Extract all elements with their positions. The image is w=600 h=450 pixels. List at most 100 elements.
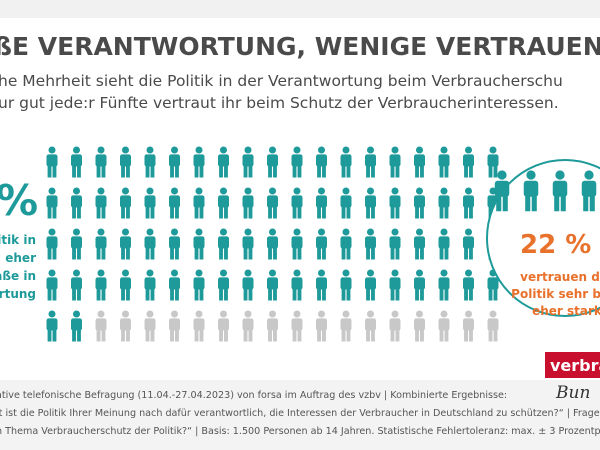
- logo-box: [545, 352, 600, 378]
- person-icon: [120, 269, 131, 301]
- right-value: 22 %: [520, 230, 591, 260]
- person-icon: [71, 310, 82, 342]
- person-icon: [193, 187, 205, 219]
- person-icon: [218, 310, 229, 342]
- person-icon: [414, 187, 425, 219]
- person-icon: [193, 269, 205, 301]
- person-icon: [267, 228, 278, 260]
- person-icon: [389, 228, 401, 260]
- person-icon: [316, 269, 327, 301]
- person-icon: [463, 228, 474, 260]
- person-icon: [523, 170, 539, 212]
- person-icon: [365, 269, 376, 301]
- person-icon: [218, 187, 229, 219]
- person-icon: [218, 269, 229, 301]
- person-icon: [414, 146, 425, 178]
- person-icon: [71, 228, 82, 260]
- person-icon: [46, 146, 58, 178]
- person-icon: [46, 187, 58, 219]
- person-icon: [414, 269, 425, 301]
- person-icon: [120, 228, 131, 260]
- footer-line: n Thema Verbraucherschutz der Politik?“ …: [0, 426, 600, 437]
- person-icon: [169, 269, 180, 301]
- person-icon: [487, 310, 499, 342]
- footer-line: it ist die Politik Ihrer Meinung nach da…: [0, 408, 600, 419]
- person-icon: [316, 228, 327, 260]
- person-icon: [291, 146, 303, 178]
- person-icon: [242, 228, 254, 260]
- person-icon: [389, 269, 401, 301]
- person-icon: [95, 269, 107, 301]
- left-value: %: [0, 176, 38, 225]
- left-label: itik in: [0, 233, 36, 247]
- person-icon: [340, 269, 352, 301]
- person-icon: [120, 187, 131, 219]
- person-icon: [365, 310, 376, 342]
- subtitle: he Mehrheit sieht die Politik in der Ver…: [0, 72, 563, 90]
- person-icon: [463, 146, 474, 178]
- person-icon: [438, 146, 450, 178]
- person-icon: [95, 146, 107, 178]
- person-icon: [552, 170, 568, 212]
- person-icon: [46, 228, 58, 260]
- person-icon: [71, 146, 82, 178]
- circle-pictogram: [494, 170, 597, 212]
- person-icon: [494, 170, 510, 212]
- person-icon: [218, 228, 229, 260]
- highlight-circle: [486, 159, 600, 317]
- person-icon: [95, 310, 107, 342]
- logo-text: verbra: [550, 356, 600, 375]
- person-icon: [389, 187, 401, 219]
- person-icon: [193, 146, 205, 178]
- person-icon: [438, 187, 450, 219]
- person-icon: [438, 269, 450, 301]
- person-icon: [414, 310, 425, 342]
- person-icon: [46, 310, 58, 342]
- person-icon: [463, 269, 474, 301]
- person-icon: [291, 228, 303, 260]
- person-icon: [95, 187, 107, 219]
- subtitle: ur gut jede:r Fünfte vertraut ihr beim S…: [0, 94, 559, 112]
- left-label: aße in: [0, 269, 36, 283]
- right-label: eher stark: [532, 304, 600, 318]
- person-icon: [267, 146, 278, 178]
- left-label: ortung: [0, 287, 36, 301]
- person-icon: [71, 187, 82, 219]
- person-icon: [581, 170, 597, 212]
- person-icon: [46, 269, 58, 301]
- person-icon: [389, 310, 401, 342]
- right-label: Politik sehr bzw.: [511, 287, 600, 301]
- person-icon: [267, 269, 278, 301]
- person-icon: [438, 310, 450, 342]
- person-icon: [365, 228, 376, 260]
- person-icon: [218, 146, 229, 178]
- title: ßE VERANTWORTUNG, WENIGE VERTRAUEN IN PO…: [0, 32, 600, 61]
- person-icon: [267, 310, 278, 342]
- right-label: vertrauen der: [520, 270, 600, 284]
- logo-sub: Bun: [555, 383, 590, 403]
- person-icon: [267, 187, 278, 219]
- person-icon: [291, 187, 303, 219]
- person-icon: [340, 146, 352, 178]
- person-icon: [242, 310, 254, 342]
- person-icon: [144, 269, 156, 301]
- person-icon: [169, 228, 180, 260]
- person-icon: [389, 146, 401, 178]
- person-icon: [71, 269, 82, 301]
- person-icon: [291, 269, 303, 301]
- left-label: . eher: [0, 251, 36, 265]
- person-icon: [438, 228, 450, 260]
- person-icon: [463, 187, 474, 219]
- person-icon: [193, 228, 205, 260]
- person-icon: [120, 146, 131, 178]
- person-icon: [487, 269, 499, 301]
- footer-band: [0, 380, 600, 450]
- pictogram: [46, 146, 499, 342]
- person-icon: [193, 310, 205, 342]
- footer-line: ative telefonische Befragung (11.04.-27.…: [0, 390, 507, 401]
- person-icon: [144, 146, 156, 178]
- person-icon: [169, 310, 180, 342]
- person-icon: [242, 269, 254, 301]
